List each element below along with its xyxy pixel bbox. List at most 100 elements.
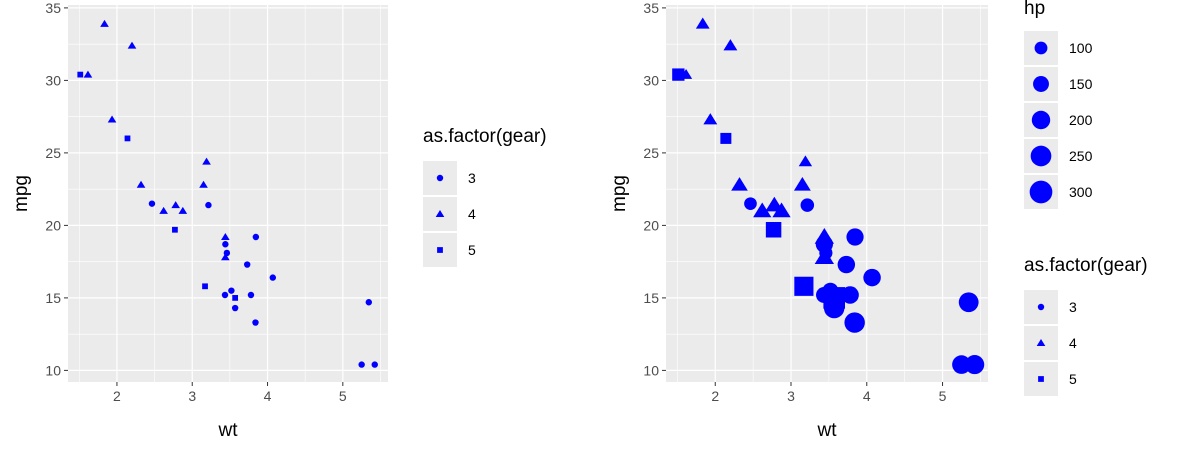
data-point — [232, 295, 239, 301]
legend-symbol-circle — [1029, 180, 1053, 204]
plot-panel — [68, 5, 388, 382]
right-scatter-plot: 2 3 4 5101520253035wtmpghp100150200250300as… — [609, 0, 1148, 441]
legend-label: 150 — [1069, 76, 1093, 92]
data-point — [222, 241, 229, 248]
data-point — [965, 355, 985, 375]
legend-symbol-circle — [1030, 145, 1052, 167]
data-point — [228, 287, 235, 294]
data-point — [703, 113, 718, 125]
data-point — [83, 70, 93, 78]
legend-label: 200 — [1069, 112, 1093, 128]
data-point — [148, 200, 156, 207]
data-point — [244, 261, 251, 268]
data-point — [672, 68, 685, 81]
x-tick-label: 3 — [188, 388, 196, 404]
left-scatter-plot: 2 3 4 5 10 15 20 25 30 35 wt mpg as.factor(gear) 3 4 5 — [11, 0, 547, 441]
data-point — [837, 255, 856, 274]
legend-symbol-triangle — [435, 210, 445, 217]
legend-symbol-circle — [1037, 303, 1045, 311]
x-tick-label: 4 — [863, 388, 871, 404]
y-tick-label: 20 — [45, 217, 61, 233]
data-point — [252, 233, 260, 241]
data-point — [723, 39, 738, 51]
data-point — [958, 292, 979, 313]
x-tick-label: 2 — [711, 388, 719, 404]
legend-symbol-triangle — [1036, 339, 1046, 346]
data-point — [77, 71, 84, 78]
data-point — [952, 355, 971, 374]
y-tick-label: 30 — [45, 72, 61, 88]
x-tick-label: 4 — [264, 388, 272, 404]
data-point — [247, 291, 255, 299]
data-point — [107, 115, 117, 123]
data-point — [172, 226, 178, 233]
data-point — [793, 176, 811, 191]
legend-label: 300 — [1069, 184, 1093, 200]
data-point — [800, 198, 815, 212]
legend-label: 3 — [1069, 299, 1077, 315]
legend-as-factor-gear-: as.factor(gear) 3 4 5 — [423, 126, 547, 267]
data-point — [127, 41, 137, 49]
data-point — [202, 283, 208, 290]
legend-label: 4 — [468, 206, 476, 222]
data-point — [136, 180, 146, 188]
data-point — [365, 299, 372, 306]
y-tick-label: 25 — [643, 145, 659, 161]
y-tick-label: 35 — [643, 0, 659, 16]
data-point — [358, 361, 365, 368]
y-tick-label: 10 — [45, 362, 61, 378]
data-point — [178, 206, 188, 214]
data-point — [202, 157, 211, 165]
data-point — [841, 286, 859, 304]
data-point — [823, 287, 845, 309]
x-axis-title: wt — [817, 420, 838, 441]
data-point — [269, 274, 276, 281]
y-axis-title: mpg — [609, 175, 630, 212]
data-point — [124, 135, 131, 142]
data-point — [205, 201, 212, 209]
data-point — [252, 319, 259, 326]
data-point — [794, 276, 814, 296]
legend-symbol-circle — [1031, 110, 1051, 130]
legend-symbol-circle — [1034, 41, 1048, 55]
legend-label: 100 — [1069, 40, 1093, 56]
legend-label: 5 — [468, 242, 476, 258]
legend-symbol-square — [1038, 376, 1044, 382]
data-point — [199, 180, 208, 188]
legend-title: as.factor(gear) — [1024, 255, 1148, 276]
y-axis-title: mpg — [11, 175, 32, 212]
y-tick-label: 30 — [643, 72, 659, 88]
data-point — [846, 228, 864, 246]
legend-label: 5 — [1069, 371, 1077, 387]
data-point — [753, 202, 772, 218]
data-point — [100, 19, 109, 27]
y-tick-label: 25 — [45, 145, 61, 161]
x-tick-label: 5 — [339, 388, 347, 404]
data-point — [221, 291, 229, 299]
x-tick-label: 5 — [939, 388, 947, 404]
legend-label: 3 — [468, 170, 476, 186]
data-point — [814, 228, 835, 244]
data-point — [814, 248, 835, 265]
legend-label: 4 — [1069, 335, 1077, 351]
data-point — [371, 361, 378, 368]
legend-label: 250 — [1069, 148, 1093, 164]
legend-hp: hp 100 150 200 250 300 — [1024, 0, 1093, 209]
data-point — [765, 222, 782, 238]
data-point — [720, 132, 732, 144]
y-tick-label: 15 — [45, 290, 61, 306]
data-point — [863, 268, 881, 287]
legend-symbol-circle — [436, 174, 444, 182]
data-point — [221, 253, 230, 261]
data-point — [231, 304, 239, 312]
data-point — [171, 201, 180, 209]
plot-panel — [666, 5, 988, 382]
data-point — [695, 17, 710, 29]
data-point — [765, 196, 784, 212]
legend-title: hp — [1024, 0, 1045, 19]
legend-symbol-circle — [1033, 76, 1049, 92]
data-point — [221, 233, 230, 240]
legend-as-factor-gear-: as.factor(gear) 3 4 5 — [1024, 255, 1148, 396]
y-tick-label: 15 — [643, 290, 659, 306]
